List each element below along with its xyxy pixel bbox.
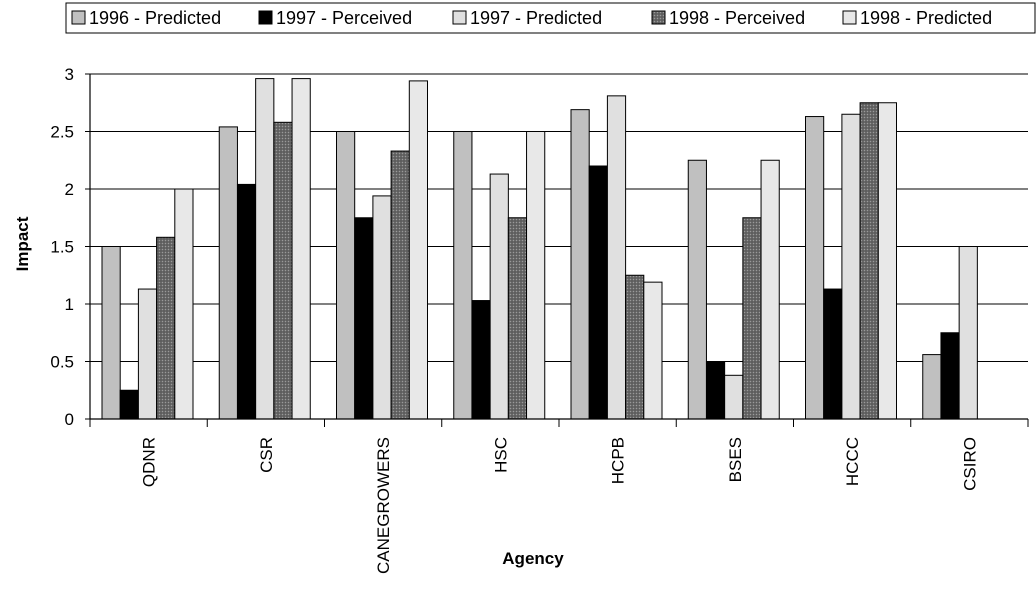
legend-label-1998-perceived: 1998 - Perceived [669, 8, 805, 28]
y-tick-labels: 0 0.5 1 1.5 2 2.5 3 [50, 65, 74, 429]
bar-hsc-1998-predicted [526, 131, 546, 420]
bar-bses-1996-predicted [687, 159, 707, 420]
bar-hccc-1996-predicted [805, 116, 825, 420]
y-tick-label: 2.5 [50, 123, 74, 142]
x-tick-label-csiro: CSIRO [960, 437, 979, 491]
bar-csr-1996-predicted [218, 126, 238, 420]
bar-csiro-1997-perceived [940, 332, 960, 420]
bar-bses-1997-perceived [705, 361, 726, 420]
x-tick-label-hcpb: HCPB [609, 437, 628, 484]
y-tick-label: 0.5 [50, 353, 74, 372]
y-tick-label: 1.5 [50, 238, 74, 257]
bar-qdnr-1998-perceived [156, 236, 176, 420]
x-tick-labels: QDNR CSR CANEGROWERS HSC HCPB BSES HCCC CSIRO [140, 437, 980, 574]
bar-qdnr-1996-predicted [101, 246, 121, 420]
legend: 1996 - Predicted 1997 - Perceived 1997 - P… [65, 2, 1036, 34]
bar-csiro-1997-predicted [958, 246, 978, 420]
bar-hccc-1997-perceived [823, 288, 843, 420]
bar-bses-1997-predicted [724, 374, 744, 420]
bar-canegrowers-1997-predicted [372, 195, 392, 420]
bar-csr-1998-perceived [273, 121, 293, 420]
bar-qdnr-1998-predicted [174, 188, 194, 420]
bars [101, 78, 978, 420]
legend-label-1997-predicted: 1997 - Predicted [470, 8, 602, 28]
bar-csr-1998-predicted [291, 78, 311, 420]
x-tick-label-canegrowers: CANEGROWERS [374, 437, 393, 574]
legend-label-1998-predicted: 1998 - Predicted [860, 8, 992, 28]
bar-hcpb-1997-predicted [606, 95, 627, 420]
y-tick-label: 3 [65, 65, 74, 84]
x-tick-label-bses: BSES [726, 437, 745, 482]
bar-bses-1998-predicted [760, 159, 780, 420]
legend-box [65, 2, 1036, 34]
axes [85, 73, 1029, 427]
bar-canegrowers-1996-predicted [336, 131, 356, 420]
bar-hcpb-1998-perceived [625, 274, 645, 420]
bar-canegrowers-1997-perceived [354, 217, 374, 420]
bar-hsc-1997-perceived [471, 300, 491, 420]
bar-hsc-1996-predicted [453, 131, 473, 420]
bar-csr-1997-predicted [255, 78, 275, 420]
bar-bses-1998-perceived [742, 217, 762, 420]
bar-hccc-1997-predicted [841, 113, 861, 420]
bar-hccc-1998-predicted [877, 102, 897, 420]
legend-swatch-1998-predicted [842, 10, 857, 25]
x-axis-title: Agency [502, 549, 564, 568]
y-tick-label: 1 [65, 295, 74, 314]
bar-hcpb-1997-perceived [588, 165, 608, 420]
x-tick-label-hccc: HCCC [843, 437, 862, 486]
bar-hsc-1998-perceived [507, 217, 528, 420]
bar-canegrowers-1998-predicted [408, 80, 428, 420]
y-axis-title: Impact [13, 216, 32, 271]
legend-swatch-1998-perceived [651, 10, 666, 25]
legend-swatch-1996-predicted [71, 10, 86, 25]
legend-label-1997-perceived: 1997 - Perceived [276, 8, 412, 28]
bar-canegrowers-1998-perceived [390, 150, 410, 420]
x-tick-label-csr: CSR [257, 437, 276, 473]
legend-swatch-1997-perceived [258, 10, 273, 25]
bar-qdnr-1997-perceived [119, 389, 139, 420]
bar-csr-1997-perceived [236, 183, 257, 420]
bar-qdnr-1997-predicted [137, 288, 158, 420]
bar-hccc-1998-perceived [859, 102, 879, 420]
legend-label-1996-predicted: 1996 - Predicted [89, 8, 221, 28]
bar-csiro-1996-predicted [922, 354, 942, 420]
bar-hsc-1997-predicted [489, 173, 509, 420]
y-tick-label: 2 [65, 180, 74, 199]
x-tick-label-hsc: HSC [491, 437, 510, 473]
x-tick-label-qdnr: QDNR [140, 437, 159, 487]
y-tick-label: 0 [65, 410, 74, 429]
legend-swatch-1997-predicted [452, 10, 467, 25]
bar-hcpb-1998-predicted [643, 281, 663, 420]
bar-hcpb-1996-predicted [570, 109, 590, 420]
